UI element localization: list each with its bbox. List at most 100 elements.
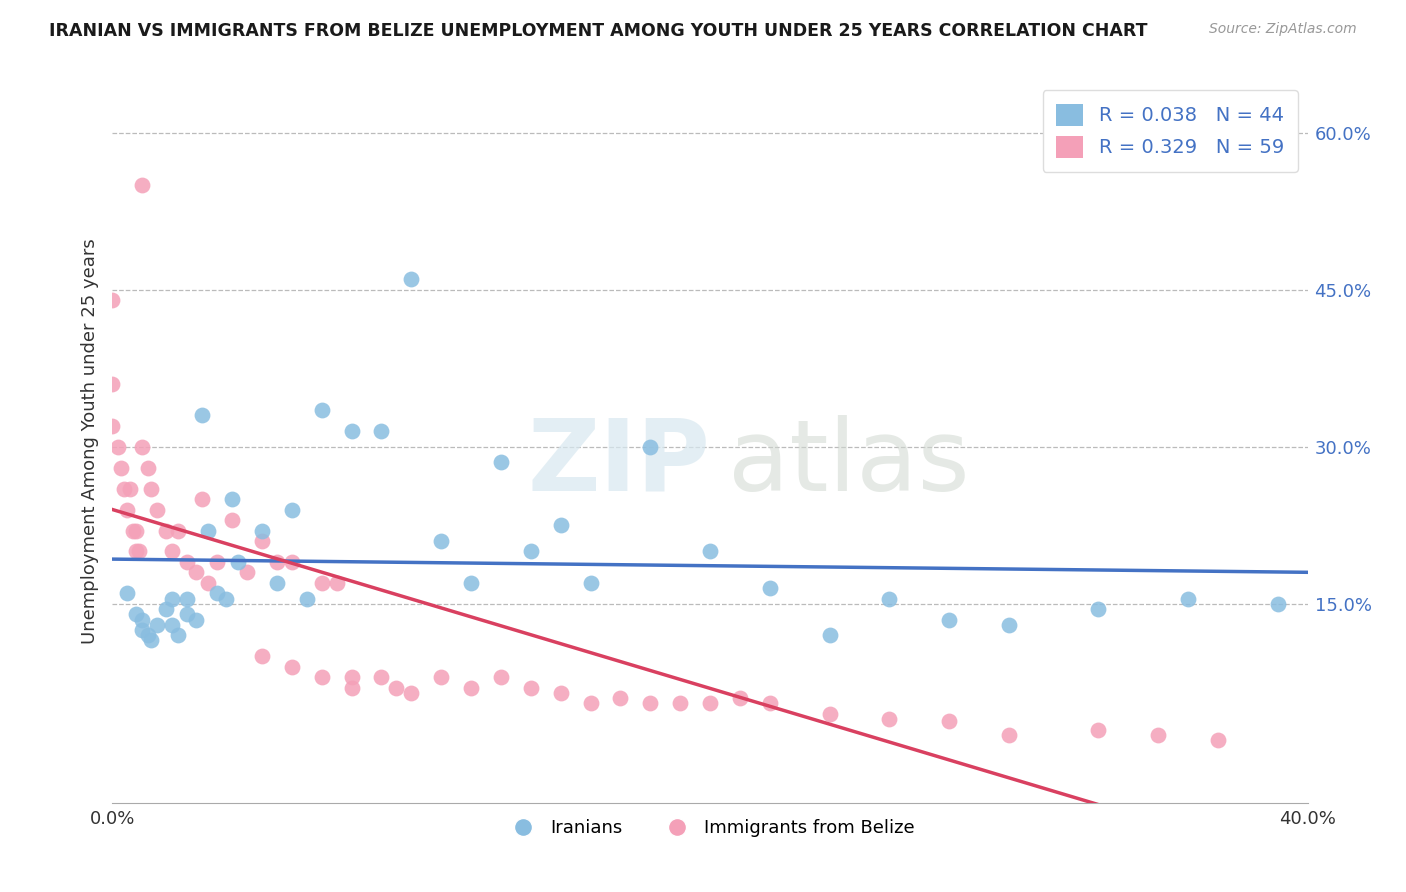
Point <box>122 524 145 538</box>
Text: Source: ZipAtlas.com: Source: ZipAtlas.com <box>1209 22 1357 37</box>
Point <box>128 544 150 558</box>
Point <box>141 633 163 648</box>
Point <box>460 681 482 695</box>
Point <box>125 607 148 622</box>
Text: IRANIAN VS IMMIGRANTS FROM BELIZE UNEMPLOYMENT AMONG YOUTH UNDER 25 YEARS CORREL: IRANIAN VS IMMIGRANTS FROM BELIZE UNEMPL… <box>49 22 1147 40</box>
Point <box>191 409 214 423</box>
Point <box>759 696 782 710</box>
Point <box>110 460 132 475</box>
Point <box>1087 602 1109 616</box>
Point <box>226 555 249 569</box>
Point <box>146 502 169 516</box>
Point <box>131 440 153 454</box>
Point <box>141 482 163 496</box>
Point <box>430 670 453 684</box>
Point <box>669 696 692 710</box>
Point <box>120 482 142 496</box>
Point <box>162 591 183 606</box>
Point <box>370 670 392 684</box>
Point <box>640 696 662 710</box>
Point <box>197 524 219 538</box>
Text: atlas: atlas <box>728 415 970 512</box>
Point <box>728 691 751 706</box>
Point <box>489 455 512 469</box>
Point <box>125 524 148 538</box>
Point <box>460 575 482 590</box>
Point <box>131 178 153 192</box>
Point <box>101 418 124 433</box>
Point <box>162 617 183 632</box>
Point <box>266 555 288 569</box>
Point <box>640 440 662 454</box>
Point <box>430 534 453 549</box>
Point <box>818 628 841 642</box>
Point <box>186 566 208 580</box>
Point <box>138 460 160 475</box>
Point <box>401 272 423 286</box>
Point <box>295 591 318 606</box>
Point <box>325 575 347 590</box>
Point <box>250 534 273 549</box>
Point <box>117 502 139 516</box>
Point <box>155 602 177 616</box>
Point <box>167 524 190 538</box>
Point <box>281 659 304 673</box>
Point <box>197 575 219 590</box>
Point <box>186 613 208 627</box>
Point <box>176 607 198 622</box>
Point <box>250 649 273 664</box>
Point <box>489 670 512 684</box>
Text: ZIP: ZIP <box>527 415 710 512</box>
Point <box>759 581 782 595</box>
Point <box>250 524 273 538</box>
Point <box>191 492 214 507</box>
Point <box>107 440 129 454</box>
Point <box>579 575 602 590</box>
Point <box>281 502 304 516</box>
Point <box>176 555 198 569</box>
Point <box>176 591 198 606</box>
Point <box>879 712 901 726</box>
Point <box>215 591 238 606</box>
Point <box>938 613 960 627</box>
Point <box>1087 723 1109 737</box>
Point <box>385 681 408 695</box>
Point <box>117 586 139 600</box>
Point <box>131 623 153 637</box>
Point <box>162 544 183 558</box>
Point <box>146 617 169 632</box>
Point <box>879 591 901 606</box>
Point <box>101 376 124 391</box>
Point <box>1267 597 1289 611</box>
Point <box>205 555 228 569</box>
Point <box>114 482 135 496</box>
Point <box>1206 733 1229 747</box>
Point <box>236 566 259 580</box>
Point <box>167 628 190 642</box>
Point <box>340 681 363 695</box>
Point <box>520 681 543 695</box>
Point <box>401 686 423 700</box>
Point <box>340 670 363 684</box>
Point <box>131 613 153 627</box>
Point <box>550 518 572 533</box>
Point <box>520 544 543 558</box>
Point <box>101 293 124 308</box>
Point <box>311 403 333 417</box>
Point <box>579 696 602 710</box>
Point <box>125 544 148 558</box>
Point <box>311 670 333 684</box>
Legend: Iranians, Immigrants from Belize: Iranians, Immigrants from Belize <box>498 812 922 845</box>
Point <box>311 575 333 590</box>
Point <box>370 424 392 438</box>
Point <box>938 714 960 728</box>
Point <box>998 617 1021 632</box>
Point <box>699 696 721 710</box>
Point <box>281 555 304 569</box>
Point <box>1147 728 1170 742</box>
Point <box>155 524 177 538</box>
Point <box>221 492 243 507</box>
Point <box>609 691 631 706</box>
Point <box>699 544 721 558</box>
Point <box>550 686 572 700</box>
